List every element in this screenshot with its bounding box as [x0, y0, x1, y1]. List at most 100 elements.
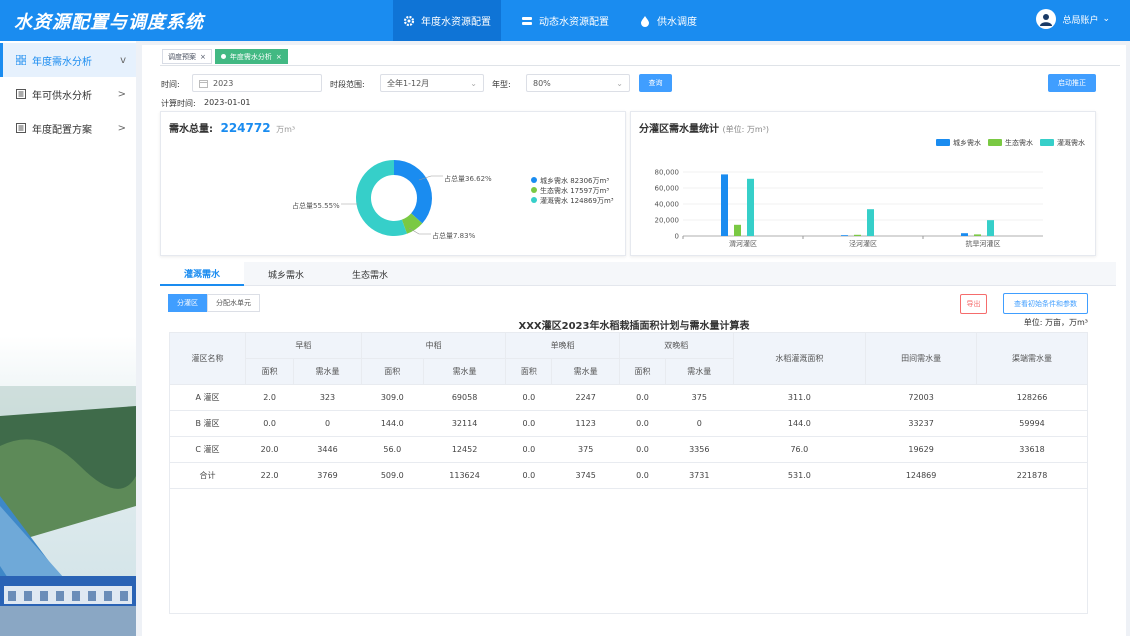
segment-by-unit[interactable]: 分配水单元: [207, 294, 260, 312]
table-cell: 0.0: [245, 410, 294, 437]
donut-label-eco: 占总量7.83%: [432, 232, 476, 240]
table-cell: 113624: [423, 462, 506, 489]
legend-label: 灌溉需水: [1057, 138, 1085, 147]
col-demand: 需水量: [551, 358, 620, 385]
x-tick-label: 抗旱河灌区: [966, 239, 1001, 248]
y-tick-label: 80,000: [655, 169, 680, 177]
bar: [841, 235, 848, 236]
table-cell: 22.0: [245, 462, 294, 489]
table-cell: 311.0: [733, 384, 866, 411]
y-tick-label: 40,000: [655, 201, 680, 209]
year-value: 2023: [213, 78, 234, 88]
y-tick-label: 60,000: [655, 185, 680, 193]
user-menu[interactable]: 总局账户 ⌄: [1036, 9, 1110, 29]
table-cell: 0.0: [505, 410, 552, 437]
chart-subtitle: (单位: 万m³): [722, 125, 769, 134]
year-type-value: 80%: [533, 78, 551, 88]
leader-line: [418, 175, 443, 181]
table-cell: 221878: [976, 462, 1088, 489]
year-type-select[interactable]: 80% ⌄: [526, 74, 630, 92]
legend-label: 生态需水: [1005, 138, 1033, 147]
tag-dispatch-plan[interactable]: 调度预案 ×: [162, 49, 212, 64]
close-icon[interactable]: ×: [200, 52, 206, 61]
bar: [854, 234, 861, 236]
sidebar-item-annual-demand[interactable]: 年度需水分析 v: [0, 43, 136, 77]
database-icon: [522, 16, 532, 25]
legend-dot-icon: [531, 177, 537, 183]
table-cell: 375: [665, 384, 734, 411]
year-picker[interactable]: 2023: [192, 74, 322, 92]
legend-text: 生态需水 17597万m³: [540, 187, 610, 195]
x-tick-label: 渭河灌区: [729, 239, 757, 248]
user-icon: [1040, 14, 1053, 26]
table-cell: 2.0: [245, 384, 294, 411]
chevron-right-icon: >: [117, 88, 126, 100]
legend-dot-icon: [531, 187, 537, 193]
table-cell: 124869: [865, 462, 977, 489]
table-cell: 12452: [423, 436, 506, 463]
sidebar-item-annual-plan[interactable]: 年度配置方案 >: [0, 111, 136, 145]
total-value: 224772: [220, 121, 271, 135]
range-select[interactable]: 全年1-12月 ⌄: [380, 74, 484, 92]
total-label: 需水总量:: [169, 124, 213, 135]
tab-irrigation[interactable]: 灌溉需水: [160, 262, 244, 286]
water-drop-icon: [641, 15, 649, 27]
calc-time-value: 2023-01-01: [204, 98, 251, 107]
leader-line: [408, 227, 431, 235]
table-cell: 20.0: [245, 436, 294, 463]
demand-table: 灌区名称 早稻 中稻 单晚稻 双晚稻 水稻灌溉面积 田间需水量 渠端需水量 面积…: [169, 332, 1088, 489]
total-unit: 万m³: [276, 125, 296, 134]
total-demand-title: 需水总量: 224772 万m³: [169, 120, 295, 135]
col-demand: 需水量: [664, 358, 734, 385]
table-cell: 72003: [865, 384, 977, 411]
view-params-button[interactable]: 查看初始条件和参数: [1003, 293, 1088, 314]
table-row: 合计 22.0 3769 509.0 113624 0.0 3745 0.0 3731 531.0…: [169, 462, 1088, 489]
col-group-early: 早稻: [245, 332, 362, 359]
query-button[interactable]: 查询: [639, 74, 672, 92]
nav-supply-dispatch[interactable]: 供水调度: [629, 0, 707, 41]
table-cell: 69058: [423, 384, 506, 411]
table-cell: 19629: [865, 436, 977, 463]
col-area: 面积: [505, 358, 553, 385]
table-cell: 3446: [293, 436, 362, 463]
bar-chart: 80,000 60,000 40,000 20,000 0 渭河灌区 泾河灌区 抗旱河灌区 城乡…: [655, 138, 1086, 248]
table-cell: 0.0: [619, 462, 666, 489]
close-icon[interactable]: ×: [275, 52, 282, 61]
nav-dynamic-allocation[interactable]: 动态水资源配置: [511, 0, 619, 41]
segment-by-district[interactable]: 分灌区: [168, 294, 207, 312]
user-label: 总局账户: [1062, 15, 1099, 26]
range-value: 全年1-12月: [387, 78, 430, 88]
landscape-illustration: [0, 336, 136, 636]
tab-ecology[interactable]: 生态需水: [351, 270, 388, 281]
legend-swatch: [936, 139, 950, 146]
main-nav: 年度水资源配置 动态水资源配置 供水调度: [393, 0, 717, 41]
legend-dot-icon: [531, 197, 537, 203]
view-segment: 分灌区 分配水单元: [168, 294, 260, 312]
app-title: 水资源配置与调度系统: [14, 12, 204, 33]
start-button[interactable]: 启动推正: [1048, 74, 1096, 92]
chevron-right-icon: >: [117, 122, 126, 134]
col-canal-demand: 渠端需水量: [976, 332, 1088, 385]
calc-time-label: 计算时间:: [161, 99, 196, 108]
table-cell: 0.0: [619, 410, 666, 437]
donut-label-urban: 占总量36.62%: [444, 175, 492, 183]
legend-text: 城乡需水 82306万m³: [540, 177, 610, 185]
tab-urban[interactable]: 城乡需水: [267, 270, 304, 281]
table-cell: 3356: [665, 436, 734, 463]
col-demand: 需水量: [293, 358, 362, 385]
calendar-icon: [199, 79, 208, 88]
tag-label: 调度预案: [168, 52, 196, 61]
export-button[interactable]: 导出: [960, 294, 987, 314]
tag-label: 年度需水分析: [229, 52, 272, 61]
sidebar-item-annual-supply[interactable]: 年可供水分析 >: [0, 77, 136, 111]
cell-district-name: C 灌区: [169, 436, 246, 463]
table-cell: 531.0: [733, 462, 866, 489]
tag-annual-demand[interactable]: 年度需水分析 ×: [214, 49, 288, 64]
time-label: 时间:: [161, 80, 180, 89]
table-row: C 灌区 20.0 3446 56.0 12452 0.0 375 0.0 3356 76.0 19…: [169, 436, 1088, 463]
col-field-demand: 田间需水量: [865, 332, 978, 385]
table-body: A 灌区 2.0 323 309.0 69058 0.0 2247 0.0 375 311.0 72…: [169, 384, 1088, 489]
divider: [160, 65, 1120, 66]
document-icon: [16, 89, 26, 99]
nav-annual-allocation[interactable]: 年度水资源配置: [393, 0, 501, 41]
